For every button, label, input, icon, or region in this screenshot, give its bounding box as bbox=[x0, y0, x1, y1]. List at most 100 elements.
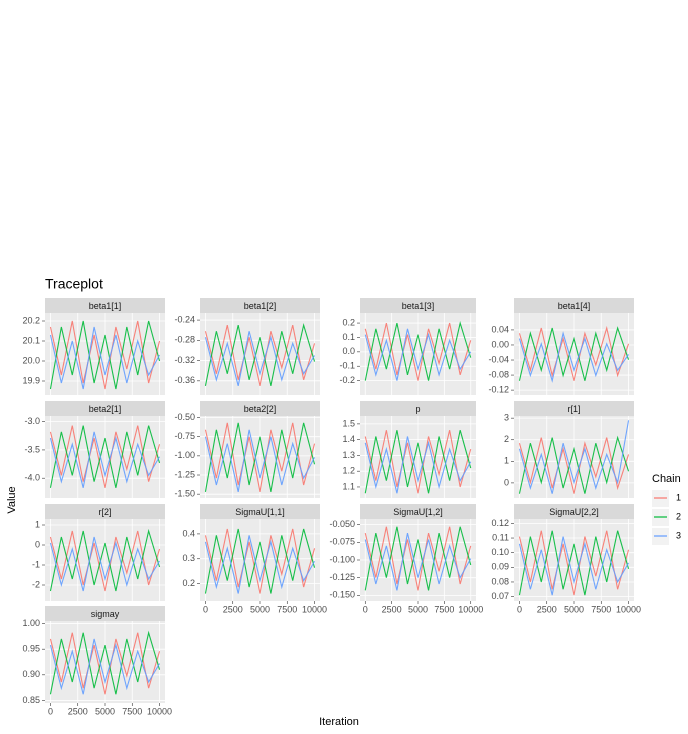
strip bbox=[360, 401, 476, 416]
y-tick-label: 1.1 bbox=[342, 481, 355, 491]
y-tick-label: 0.12 bbox=[491, 518, 509, 528]
trace-line bbox=[204, 322, 316, 387]
strip bbox=[514, 504, 634, 519]
y-tick-label: 0.08 bbox=[491, 576, 509, 586]
x-tick-label: 2500 bbox=[68, 706, 88, 716]
trace-line bbox=[364, 526, 472, 591]
x-tick-label: 10000 bbox=[302, 604, 327, 614]
y-tick-label: 1.00 bbox=[22, 618, 40, 628]
x-tick-label: 7500 bbox=[434, 604, 454, 614]
strip-label: beta2[1] bbox=[89, 404, 122, 414]
y-tick-label: -1.25 bbox=[174, 469, 195, 479]
trace-line bbox=[518, 437, 630, 494]
trace-line bbox=[204, 422, 316, 492]
y-tick-label: 0.2 bbox=[342, 317, 355, 327]
trace-line bbox=[364, 533, 472, 591]
legend-label: 1 bbox=[676, 492, 681, 502]
x-tick-label: 10000 bbox=[147, 706, 172, 716]
trace-line bbox=[204, 528, 316, 594]
y-tick-label: 20.1 bbox=[22, 335, 40, 345]
x-tick-label: 7500 bbox=[277, 604, 297, 614]
y-tick-label: -0.50 bbox=[174, 412, 195, 422]
y-tick-label: 0.0 bbox=[342, 346, 355, 356]
trace-line bbox=[364, 430, 472, 494]
strip bbox=[360, 298, 476, 313]
y-tick-label: -0.125 bbox=[329, 572, 355, 582]
y-tick-label: 0.2 bbox=[182, 578, 195, 588]
y-tick-label: -0.075 bbox=[329, 537, 355, 547]
strip bbox=[360, 504, 476, 519]
y-tick-label: -0.050 bbox=[329, 519, 355, 529]
trace-line bbox=[49, 320, 161, 390]
y-tick-label: 0.10 bbox=[491, 547, 509, 557]
x-tick-label: 0 bbox=[517, 604, 522, 614]
strip-label: sigmay bbox=[91, 609, 120, 619]
trace-line bbox=[49, 630, 161, 695]
trace-line bbox=[49, 530, 161, 592]
y-axis-label: Value bbox=[6, 486, 18, 513]
chart-title: Traceplot bbox=[45, 276, 103, 292]
x-tick-label: 0 bbox=[363, 604, 368, 614]
y-tick-label: 0.90 bbox=[22, 669, 40, 679]
y-tick-label: 0 bbox=[35, 539, 40, 549]
trace-line bbox=[518, 530, 630, 596]
trace-line bbox=[518, 530, 630, 596]
y-tick-label: 1.5 bbox=[342, 418, 355, 428]
trace-line bbox=[364, 328, 472, 381]
strip bbox=[45, 401, 165, 416]
strip-label: beta1[4] bbox=[558, 301, 591, 311]
y-tick-label: -0.32 bbox=[174, 355, 195, 365]
x-tick-label: 2500 bbox=[537, 604, 557, 614]
x-axis-label: Iteration bbox=[319, 716, 359, 728]
y-tick-label: -0.28 bbox=[174, 335, 195, 345]
trace-line bbox=[204, 535, 316, 594]
strip bbox=[45, 298, 165, 313]
y-tick-label: 20.0 bbox=[22, 355, 40, 365]
y-tick-label: -0.36 bbox=[174, 375, 195, 385]
trace-line bbox=[204, 429, 316, 492]
y-tick-label: 20.2 bbox=[22, 315, 40, 325]
y-tick-label: -0.24 bbox=[174, 314, 195, 324]
y-tick-label: 0.07 bbox=[491, 591, 509, 601]
trace-line bbox=[204, 325, 316, 387]
x-tick-label: 5000 bbox=[95, 706, 115, 716]
strip-label: p bbox=[415, 404, 420, 414]
trace-line bbox=[518, 435, 630, 494]
y-tick-label: 0.00 bbox=[491, 339, 509, 349]
trace-line bbox=[364, 320, 472, 381]
trace-line bbox=[49, 326, 161, 390]
y-tick-label: -1.00 bbox=[174, 450, 195, 460]
strip bbox=[45, 606, 165, 621]
x-tick-label: 5000 bbox=[250, 604, 270, 614]
trace-line bbox=[364, 436, 472, 494]
x-tick-label: 10000 bbox=[458, 604, 483, 614]
legend-label: 2 bbox=[676, 511, 681, 521]
trace-line bbox=[49, 425, 161, 488]
trace-line bbox=[204, 331, 316, 387]
legend-title: Chain bbox=[652, 473, 681, 485]
y-tick-label: 1 bbox=[504, 456, 509, 466]
y-tick-label: -0.12 bbox=[488, 384, 509, 394]
strip bbox=[514, 298, 634, 313]
trace-line bbox=[49, 528, 161, 592]
y-tick-label: -0.150 bbox=[329, 590, 355, 600]
strip-label: SigmaU[1,1] bbox=[235, 507, 285, 517]
x-tick-label: 0 bbox=[48, 706, 53, 716]
y-tick-label: -3.0 bbox=[24, 416, 40, 426]
strip-label: beta1[1] bbox=[89, 301, 122, 311]
x-tick-label: 7500 bbox=[122, 706, 142, 716]
y-tick-label: 0.95 bbox=[22, 644, 40, 654]
trace-line bbox=[518, 420, 630, 494]
strip bbox=[45, 504, 165, 519]
x-tick-label: 2500 bbox=[382, 604, 402, 614]
y-tick-label: 1.4 bbox=[342, 434, 355, 444]
trace-line bbox=[364, 526, 472, 591]
x-tick-label: 0 bbox=[203, 604, 208, 614]
trace-line bbox=[518, 536, 630, 596]
trace-line bbox=[49, 638, 161, 695]
legend-label: 3 bbox=[676, 530, 681, 540]
trace-line bbox=[364, 322, 472, 381]
trace-line bbox=[518, 326, 630, 381]
y-tick-label: 2 bbox=[504, 434, 509, 444]
